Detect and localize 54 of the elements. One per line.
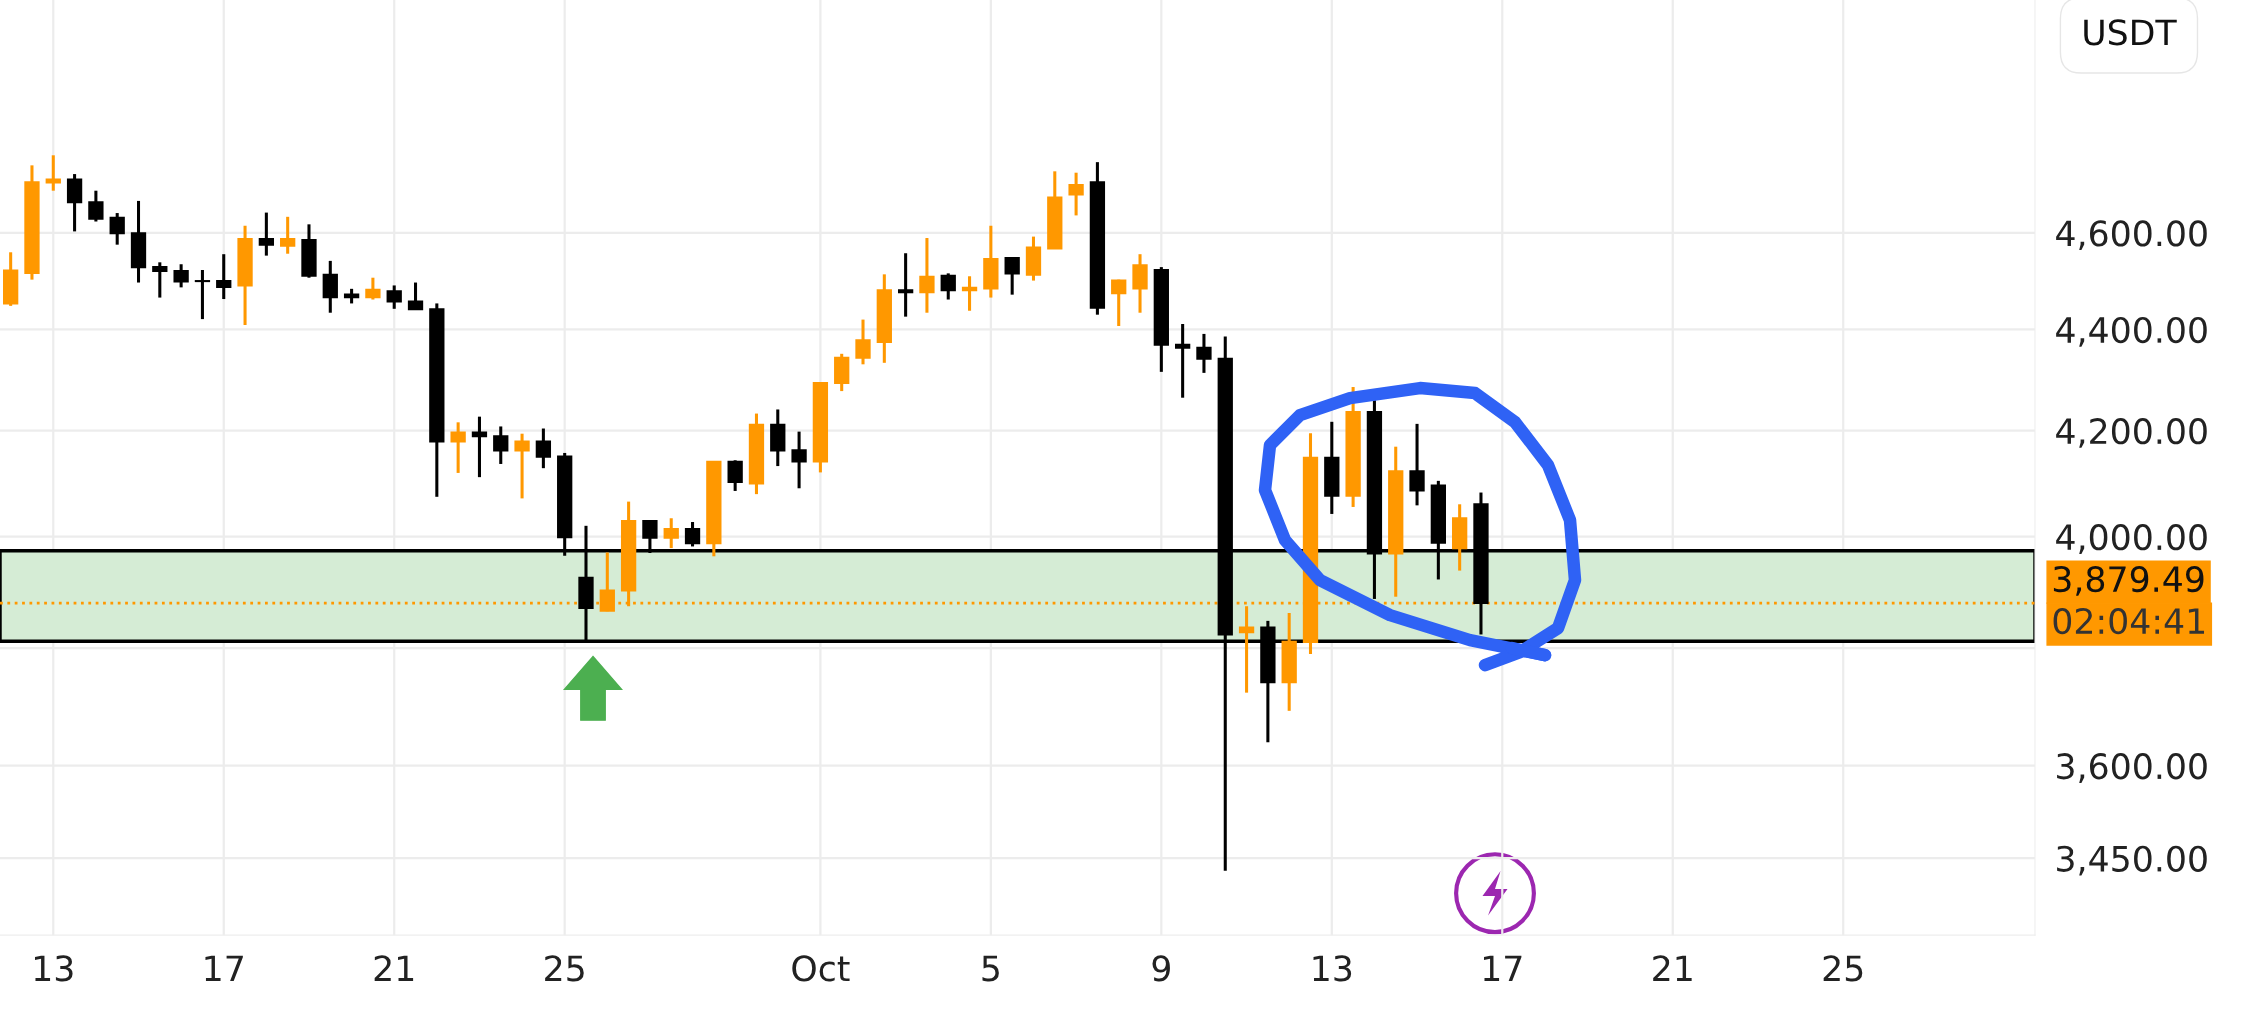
candlestick — [258, 212, 275, 256]
y-tick-label: 4,400.00 — [2056, 316, 2207, 347]
candlestick — [88, 190, 104, 222]
candlestick — [493, 426, 509, 464]
candlestick — [386, 285, 402, 309]
candlestick — [1132, 254, 1148, 313]
candlestick — [365, 277, 381, 300]
y-tick-label: 4,600.00 — [2056, 220, 2207, 251]
x-tick-label: Oct — [792, 955, 850, 982]
candlestick — [216, 254, 232, 301]
candlestick — [407, 282, 424, 311]
candlestick — [66, 174, 83, 232]
x-tick-label: 25 — [1823, 955, 1863, 982]
candlestick — [855, 319, 871, 365]
x-tick-label: 5 — [982, 955, 999, 982]
candlestick — [919, 238, 935, 313]
candlestick — [173, 264, 189, 288]
candlestick — [1004, 256, 1020, 295]
x-tick-label: 9 — [1152, 955, 1170, 982]
candlestick — [1175, 324, 1191, 398]
y-tick-label: 3,450.00 — [2057, 845, 2207, 876]
candlestick — [450, 422, 466, 473]
x-tick-label: 21 — [1653, 955, 1692, 981]
candlestick — [194, 270, 211, 321]
candlestick — [684, 522, 701, 547]
text: 02:04:41 — [2053, 607, 2205, 635]
candlestick — [1409, 422, 1425, 506]
candlestick — [1111, 279, 1127, 326]
candlestick — [1068, 172, 1084, 216]
x-tick-label: 17 — [1484, 955, 1522, 981]
candlestick — [471, 416, 488, 479]
y-tick-label: 4,000.00 — [2056, 524, 2207, 554]
candlestick — [791, 431, 807, 489]
candlestick — [322, 259, 338, 313]
candlestick — [535, 428, 552, 470]
x-tick-label: 25 — [545, 955, 584, 982]
candlestick — [727, 460, 743, 491]
candlestick — [152, 262, 168, 298]
candlestick — [514, 433, 530, 499]
candlestick — [109, 213, 125, 245]
ref-line-label: 3,879.49 — [2053, 565, 2204, 596]
candlestick — [940, 273, 956, 300]
text: USDT — [2084, 19, 2177, 46]
candlestick — [897, 253, 914, 317]
x-tick-label: 13 — [34, 955, 73, 982]
candlestick — [961, 276, 978, 311]
x-tick-label: 17 — [205, 955, 243, 981]
candlestick — [280, 215, 296, 254]
y-tick-label: 3,600.00 — [2057, 753, 2207, 783]
y-tick-label: 4,200.00 — [2056, 418, 2207, 448]
x-tick-label: 21 — [374, 955, 414, 981]
x-tick-label: 13 — [1313, 955, 1352, 982]
candlestick — [1196, 332, 1212, 373]
candlestick — [663, 518, 679, 550]
